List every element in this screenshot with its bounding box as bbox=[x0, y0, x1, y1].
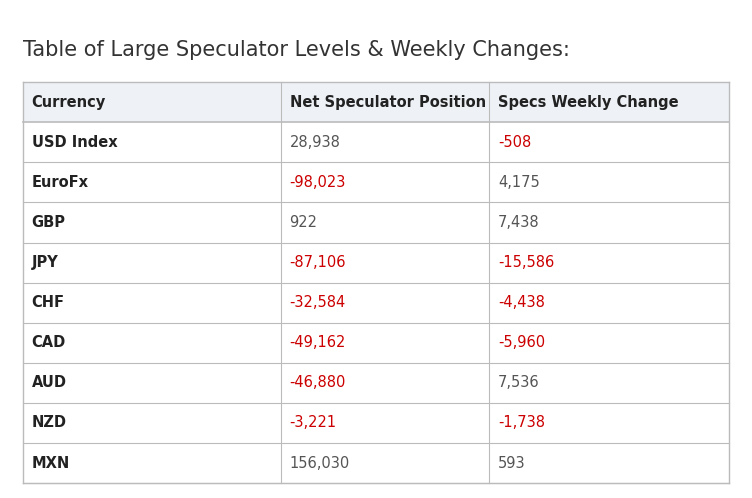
Text: -46,880: -46,880 bbox=[290, 375, 346, 390]
Text: -1,738: -1,738 bbox=[498, 415, 545, 430]
Text: 7,536: 7,536 bbox=[498, 375, 540, 390]
Text: 922: 922 bbox=[290, 215, 317, 230]
Text: 7,438: 7,438 bbox=[498, 215, 540, 230]
Text: -508: -508 bbox=[498, 135, 532, 150]
Text: 28,938: 28,938 bbox=[290, 135, 341, 150]
Text: -15,586: -15,586 bbox=[498, 255, 554, 270]
Text: JPY: JPY bbox=[32, 255, 59, 270]
Text: MXN: MXN bbox=[32, 456, 70, 471]
Text: -49,162: -49,162 bbox=[290, 335, 346, 350]
Text: EuroFx: EuroFx bbox=[32, 175, 89, 190]
Text: USD Index: USD Index bbox=[32, 135, 117, 150]
Text: Net Speculator Position: Net Speculator Position bbox=[290, 95, 486, 110]
Text: GBP: GBP bbox=[32, 215, 65, 230]
Text: 4,175: 4,175 bbox=[498, 175, 540, 190]
Text: -5,960: -5,960 bbox=[498, 335, 545, 350]
Text: CAD: CAD bbox=[32, 335, 66, 350]
Text: Specs Weekly Change: Specs Weekly Change bbox=[498, 95, 679, 110]
Text: CHF: CHF bbox=[32, 295, 65, 310]
Text: 593: 593 bbox=[498, 456, 526, 471]
Text: NZD: NZD bbox=[32, 415, 67, 430]
Text: AUD: AUD bbox=[32, 375, 67, 390]
Text: -32,584: -32,584 bbox=[290, 295, 346, 310]
Text: -4,438: -4,438 bbox=[498, 295, 545, 310]
Text: -98,023: -98,023 bbox=[290, 175, 346, 190]
Text: 156,030: 156,030 bbox=[290, 456, 350, 471]
Text: -87,106: -87,106 bbox=[290, 255, 346, 270]
Text: -3,221: -3,221 bbox=[290, 415, 337, 430]
Text: Table of Large Speculator Levels & Weekly Changes:: Table of Large Speculator Levels & Weekl… bbox=[23, 40, 569, 60]
Text: Currency: Currency bbox=[32, 95, 106, 110]
